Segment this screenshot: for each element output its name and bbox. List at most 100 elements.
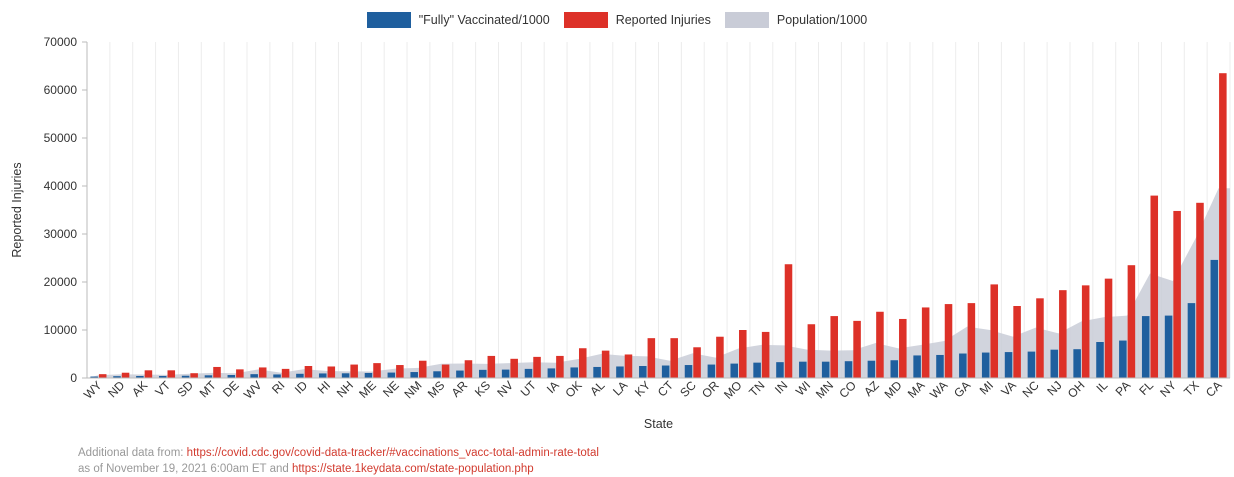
vaccinated-bar (639, 366, 647, 378)
injuries-bar (807, 324, 816, 378)
vaccinated-bar (456, 370, 464, 378)
legend-label: Reported Injuries (615, 13, 711, 27)
y-tick-label: 70000 (44, 35, 78, 49)
legend-swatch (366, 12, 411, 28)
injuries-bar (990, 284, 999, 378)
injuries-bar (693, 347, 701, 378)
vaccinated-bar (707, 364, 716, 378)
injuries-bar (304, 366, 313, 378)
vaccinated-bar (341, 373, 350, 378)
vaccinated-bar (959, 353, 967, 378)
vaccinated-bar (776, 362, 784, 378)
footer-prefix: Additional data from: (78, 447, 187, 459)
vaccinated-bar (227, 375, 236, 378)
x-tick-label: KS (472, 378, 493, 399)
x-tick-label: GA (951, 378, 973, 400)
vaccinated-bar (1073, 349, 1081, 378)
footer-line2-prefix: as of November 19, 2021 6:00am ET and (78, 463, 292, 475)
x-tick-label: NE (380, 378, 402, 400)
injuries-bar (281, 368, 290, 378)
x-tick-label: ME (356, 378, 379, 401)
vaccinated-bar (844, 361, 853, 378)
y-tick-label: 20000 (44, 275, 78, 289)
legend-swatch (724, 12, 769, 28)
injuries-bar (921, 307, 930, 378)
x-tick-label: AL (587, 378, 608, 399)
legend-item[interactable]: Population/1000 (724, 12, 868, 28)
legend-label: Population/1000 (776, 13, 868, 27)
vaccinated-bar (296, 373, 304, 378)
x-tick-label: LA (610, 378, 630, 398)
x-tick-label: CT (655, 378, 677, 400)
x-tick-label: MN (813, 378, 836, 401)
x-tick-label: CO (836, 378, 859, 401)
injuries-bar (1219, 73, 1227, 378)
vaccinated-bar (890, 360, 899, 378)
legend-item[interactable]: "Fully" Vaccinated/1000 (366, 12, 550, 28)
injuries-bar (190, 373, 198, 378)
vaccinated-bar (661, 365, 670, 378)
x-tick-label: OH (1065, 378, 1088, 401)
injuries-bar (739, 330, 747, 378)
x-tick-label: IA (544, 378, 562, 396)
injuries-bar (1081, 285, 1090, 378)
x-tick-label: VT (152, 378, 173, 399)
population-area (87, 188, 1230, 378)
vaccinated-bar (1050, 349, 1059, 378)
injuries-bar (1013, 306, 1021, 378)
vaccinated-bar (181, 375, 190, 378)
x-tick-label: NV (494, 378, 516, 400)
vaccinated-bar (1027, 351, 1036, 378)
x-tick-label: CA (1203, 378, 1225, 400)
vaccinated-bar (250, 374, 258, 378)
injuries-bar (327, 366, 336, 378)
legend-item[interactable]: Reported Injuries (563, 12, 711, 28)
injuries-bar (144, 370, 153, 378)
x-tick-label: NJ (1044, 378, 1064, 398)
vaccinated-bar (273, 374, 281, 378)
x-tick-label: RI (269, 378, 287, 396)
injuries-bar (258, 367, 267, 378)
injuries-bar (716, 336, 724, 378)
x-tick-label: ND (105, 378, 127, 400)
x-tick-label: NM (401, 378, 424, 401)
injuries-bar (853, 320, 861, 378)
vaccinated-bar (90, 376, 98, 378)
x-tick-label: WV (241, 378, 265, 402)
x-tick-label: HI (315, 378, 333, 396)
injuries-bar (899, 318, 907, 378)
injuries-bar (213, 366, 221, 378)
x-tick-label: MI (977, 378, 996, 397)
injuries-bar (167, 370, 176, 378)
x-tick-label: MT (197, 378, 220, 401)
vaccinated-bar (753, 362, 761, 378)
chart-legend: "Fully" Vaccinated/1000 Reported Injuries… (0, 12, 1234, 28)
injuries-bar (647, 338, 656, 378)
x-tick-label: IL (1093, 378, 1110, 395)
legend-label: "Fully" Vaccinated/1000 (418, 13, 550, 27)
injuries-bar (418, 360, 427, 378)
vaccinated-bar (570, 367, 578, 378)
x-axis-title: State (644, 417, 673, 431)
vaccinated-bar (867, 360, 876, 378)
y-axis-title: Reported Injuries (10, 162, 24, 257)
cdc-link[interactable]: https://covid.cdc.gov/covid-data-tracker… (186, 447, 599, 459)
population-link[interactable]: https://state.1keydata.com/state-populat… (291, 463, 534, 475)
x-tick-label: TN (746, 378, 767, 399)
vaccinated-bar (821, 361, 830, 378)
y-tick-label: 40000 (44, 179, 78, 193)
vaccinated-bar (318, 373, 327, 378)
footer-note: Additional data from: https://covid.cdc.… (78, 445, 599, 477)
vaccinated-bar (136, 375, 144, 378)
vaccinated-bar (684, 365, 693, 378)
x-tick-label: WY (81, 378, 105, 402)
injuries-bar (441, 364, 450, 378)
injuries-bar (556, 355, 564, 378)
vaccinated-bar (479, 369, 487, 378)
injuries-bar (1127, 265, 1136, 378)
x-tick-label: AZ (861, 378, 882, 399)
injuries-bar (350, 364, 358, 378)
injuries-bar (1036, 298, 1044, 378)
injuries-bar (784, 264, 793, 378)
x-tick-label: FL (1136, 378, 1156, 398)
